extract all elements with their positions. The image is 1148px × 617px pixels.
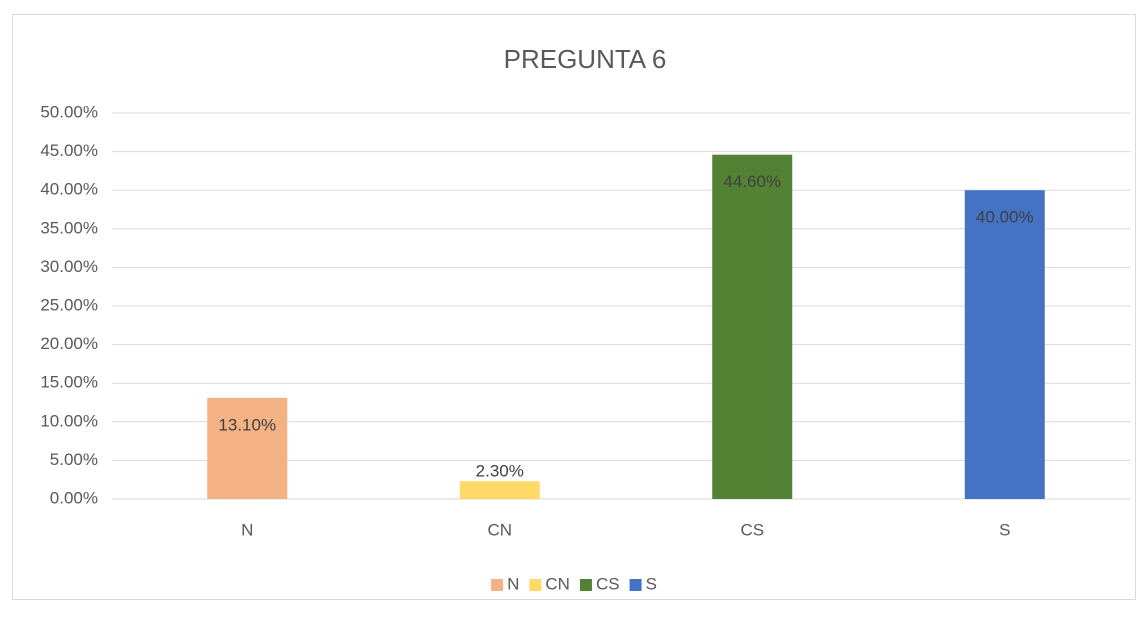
chart-frame bbox=[12, 14, 1136, 600]
chart-title: PREGUNTA 6 bbox=[504, 44, 667, 74]
bar bbox=[964, 190, 1045, 499]
y-tick-label: 0.00% bbox=[50, 488, 98, 507]
y-tick-label: 30.00% bbox=[40, 257, 98, 276]
legend-swatch bbox=[491, 579, 504, 591]
y-tick-label: 10.00% bbox=[40, 411, 98, 430]
legend-swatch bbox=[629, 579, 642, 591]
data-label: 2.30% bbox=[476, 462, 524, 481]
y-tick-label: 25.00% bbox=[40, 295, 98, 314]
legend-label: N bbox=[507, 574, 519, 593]
y-tick-label: 15.00% bbox=[40, 373, 98, 392]
data-label: 13.10% bbox=[218, 415, 276, 434]
legend-label: CN bbox=[545, 574, 570, 593]
x-tick-label: CS bbox=[740, 520, 764, 539]
y-tick-label: 5.00% bbox=[50, 450, 98, 469]
legend-label: S bbox=[646, 574, 657, 593]
y-tick-label: 50.00% bbox=[40, 102, 98, 121]
y-tick-label: 20.00% bbox=[40, 334, 98, 353]
bar bbox=[459, 481, 540, 499]
legend-label: CS bbox=[596, 574, 620, 593]
bar bbox=[712, 154, 793, 500]
y-tick-label: 35.00% bbox=[40, 218, 98, 237]
bar bbox=[207, 397, 288, 499]
x-tick-label: CN bbox=[487, 520, 512, 539]
data-label: 44.60% bbox=[723, 172, 781, 191]
y-tick-label: 45.00% bbox=[40, 141, 98, 160]
y-tick-label: 40.00% bbox=[40, 180, 98, 199]
x-tick-label: N bbox=[241, 520, 253, 539]
legend-swatch bbox=[529, 579, 542, 591]
x-tick-label: S bbox=[999, 520, 1010, 539]
data-label: 40.00% bbox=[976, 208, 1034, 227]
legend-swatch bbox=[579, 579, 592, 591]
